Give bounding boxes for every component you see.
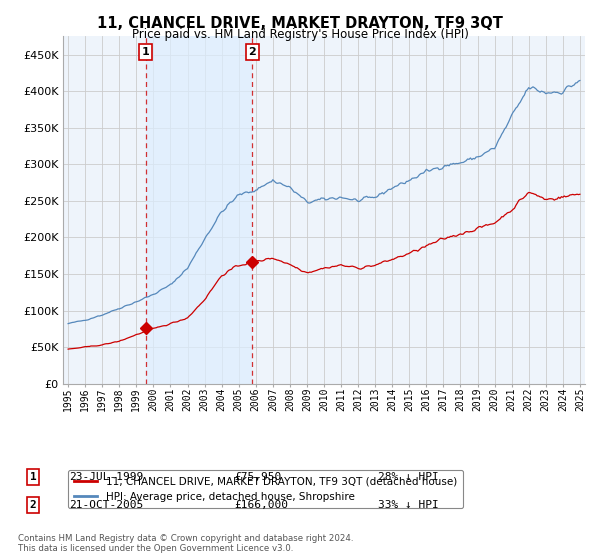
- Text: 1: 1: [29, 472, 37, 482]
- Legend: 11, CHANCEL DRIVE, MARKET DRAYTON, TF9 3QT (detached house), HPI: Average price,: 11, CHANCEL DRIVE, MARKET DRAYTON, TF9 3…: [68, 470, 463, 508]
- Text: 28% ↓ HPI: 28% ↓ HPI: [378, 472, 439, 482]
- Text: 1: 1: [142, 47, 149, 57]
- Bar: [146, 36, 253, 384]
- Text: Contains HM Land Registry data © Crown copyright and database right 2024.
This d: Contains HM Land Registry data © Crown c…: [18, 534, 353, 553]
- Text: 2: 2: [29, 500, 37, 510]
- Text: 33% ↓ HPI: 33% ↓ HPI: [378, 500, 439, 510]
- Text: 2: 2: [248, 47, 256, 57]
- Text: 23-JUL-1999: 23-JUL-1999: [69, 472, 143, 482]
- Text: Price paid vs. HM Land Registry's House Price Index (HPI): Price paid vs. HM Land Registry's House …: [131, 28, 469, 41]
- Text: £166,000: £166,000: [234, 500, 288, 510]
- Text: £75,950: £75,950: [234, 472, 281, 482]
- Text: 11, CHANCEL DRIVE, MARKET DRAYTON, TF9 3QT: 11, CHANCEL DRIVE, MARKET DRAYTON, TF9 3…: [97, 16, 503, 31]
- Text: 21-OCT-2005: 21-OCT-2005: [69, 500, 143, 510]
